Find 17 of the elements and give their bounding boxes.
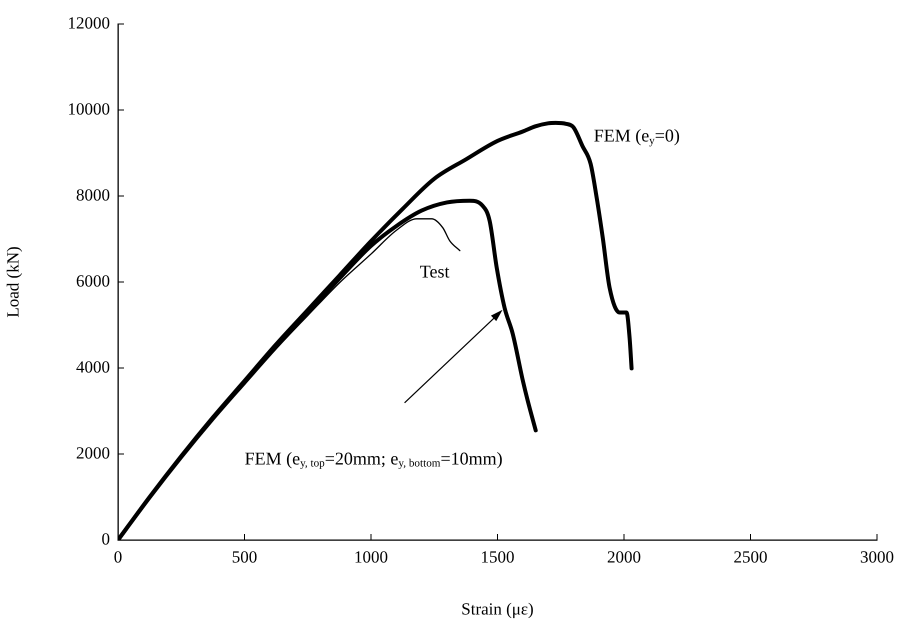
x-tick-label: 1500	[480, 548, 514, 567]
x-tick-label: 0	[114, 548, 122, 567]
x-tick-label: 3000	[860, 548, 894, 567]
x-axis-title: Strain (με)	[461, 599, 534, 618]
y-axis-title: Load (kN)	[4, 246, 23, 318]
y-tick-label: 4000	[76, 357, 110, 376]
x-tick-label: 2000	[607, 548, 641, 567]
y-tick-label: 6000	[76, 271, 110, 290]
y-tick-label: 2000	[76, 443, 110, 462]
x-tick-label: 2500	[734, 548, 768, 567]
series-label: Test	[420, 261, 450, 282]
x-tick-label: 1000	[354, 548, 388, 567]
y-tick-label: 0	[102, 529, 110, 548]
y-tick-label: 12000	[68, 13, 110, 32]
y-tick-label: 8000	[76, 185, 110, 204]
y-tick-label: 10000	[68, 99, 110, 118]
x-tick-label: 500	[232, 548, 258, 567]
